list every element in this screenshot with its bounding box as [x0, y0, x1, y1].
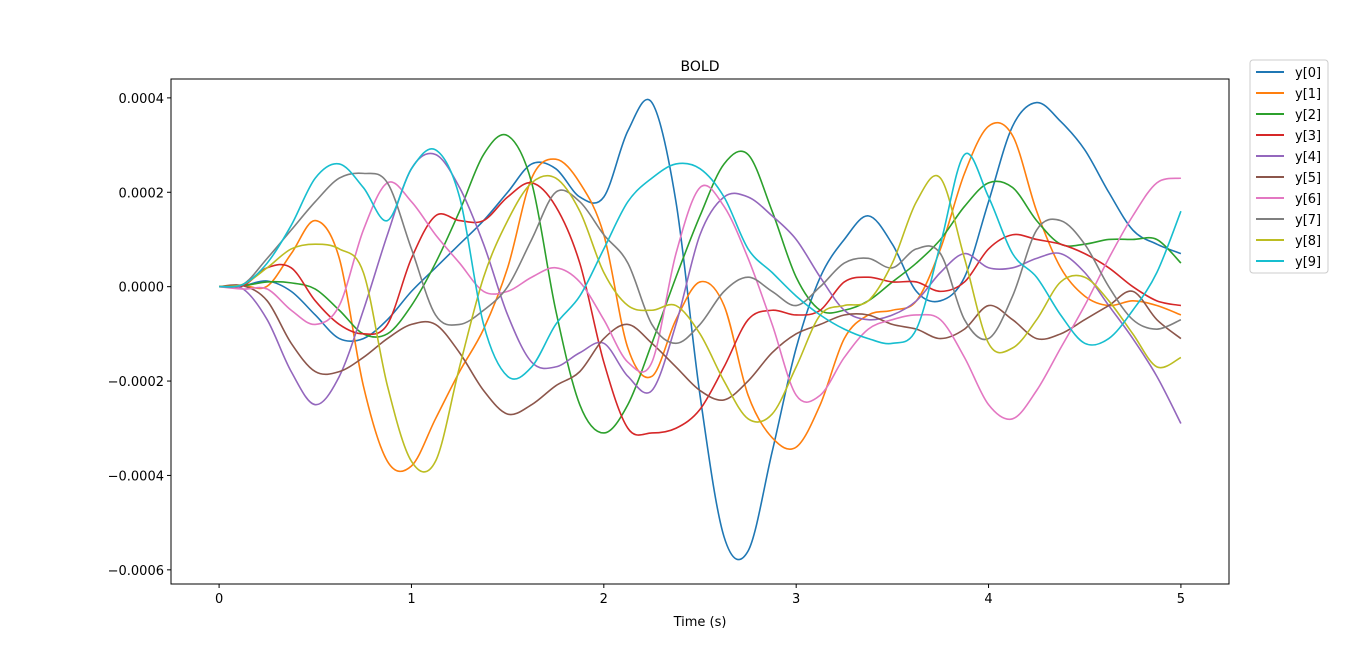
series-line-8 [219, 174, 1182, 473]
series-line-9 [219, 147, 1182, 380]
x-axis: 0 1 2 3 4 5 [215, 584, 1185, 607]
x-axis-label: Time (s) [673, 615, 727, 630]
x-tick-label: 1 [407, 592, 415, 607]
x-tick-label: 0 [215, 592, 223, 607]
series-line-6 [219, 177, 1182, 421]
legend-label-5: y[5] [1295, 171, 1321, 186]
series-line-5 [219, 284, 1182, 416]
series-line-7 [219, 172, 1182, 345]
legend-label-6: y[6] [1295, 192, 1321, 207]
series-line-1 [219, 121, 1182, 473]
legend-label-4: y[4] [1295, 150, 1321, 165]
y-tick-label: 0.0000 [119, 281, 165, 296]
legend-label-3: y[3] [1295, 129, 1321, 144]
legend-label-7: y[7] [1295, 213, 1321, 228]
series-line-0 [219, 98, 1182, 561]
legend-label-2: y[2] [1295, 108, 1321, 123]
legend-label-9: y[9] [1295, 255, 1321, 270]
legend-label-1: y[1] [1295, 87, 1321, 102]
y-tick-label: −0.0002 [108, 375, 164, 390]
series-line-4 [219, 152, 1182, 424]
legend: y[0] y[1] y[2] y[3] y[4] y[5] y[6] y[7] y[8] y[9] [1249, 59, 1329, 274]
x-tick-label: 3 [792, 592, 800, 607]
series-line-2 [219, 133, 1182, 434]
y-tick-label: 0.0004 [119, 92, 165, 107]
y-tick-label: 0.0002 [119, 186, 165, 201]
series-line-3 [219, 181, 1182, 436]
plot-lines [219, 98, 1182, 561]
x-tick-label: 2 [600, 592, 608, 607]
x-tick-label: 4 [984, 592, 992, 607]
y-axis: −0.0006 −0.0004 −0.0002 0.0000 0.0002 0.0004 [108, 92, 171, 579]
x-tick-label: 5 [1177, 592, 1185, 607]
plot-frame [170, 78, 1230, 585]
legend-label-0: y[0] [1295, 66, 1321, 81]
chart-title: BOLD [681, 59, 720, 75]
y-tick-label: −0.0004 [108, 469, 164, 484]
legend-label-8: y[8] [1295, 234, 1321, 249]
y-tick-label: −0.0006 [108, 564, 164, 579]
